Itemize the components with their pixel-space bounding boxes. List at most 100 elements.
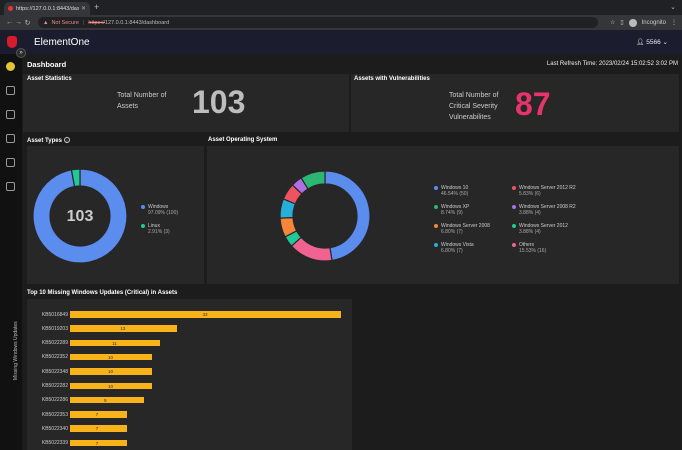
bar-category-label: KB5022289	[41, 340, 68, 347]
incognito-label[interactable]: Incognito	[641, 19, 666, 26]
bar[interactable]	[70, 311, 341, 318]
legend-label: Windows Server 2012	[519, 223, 568, 229]
legend-dot-icon	[512, 223, 516, 228]
logo-icon	[7, 36, 17, 48]
divider: |	[82, 19, 85, 26]
users-nav-icon[interactable]	[6, 158, 15, 167]
bar-category-label: KB5022286	[41, 397, 68, 404]
legend-dot-icon	[434, 223, 438, 228]
bar-value-label: 7	[95, 440, 99, 446]
bar-value-label: 33	[202, 312, 208, 317]
url-scheme: https://	[88, 19, 105, 26]
legend-label: Windows XP	[441, 204, 470, 210]
bar-category-label: KB5016849	[41, 311, 68, 318]
devices-nav-icon[interactable]	[6, 134, 15, 143]
new-tab-button[interactable]: +	[94, 2, 100, 12]
asset-types-title-text: Asset Types	[27, 138, 62, 144]
legend-label: Windows Server 2008	[441, 223, 490, 229]
page-title: Dashboard	[27, 60, 67, 69]
bar[interactable]	[70, 396, 144, 404]
asset-types-slice-windows[interactable]	[32, 168, 128, 264]
favicon-icon	[8, 6, 13, 11]
asset-types-title: Asset Types i	[27, 137, 70, 144]
legend-item[interactable]: Windows 10 46.54% (50)	[434, 185, 468, 197]
asset-statistics-title: Asset Statistics	[27, 76, 72, 82]
vulnerabilities-panel	[351, 74, 679, 132]
legend-value: 5.83% (6)	[519, 191, 541, 197]
legend-item[interactable]: Others 15.53% (16)	[512, 242, 546, 254]
tab-search-icon[interactable]: ⌄	[670, 4, 676, 11]
warning-icon: ▲	[43, 19, 49, 26]
user-menu[interactable]: 👤︎ 5566 ⌄	[636, 38, 668, 46]
legend-value: 6.80% (7)	[441, 229, 463, 235]
bar-category-label: KB5019203	[41, 325, 68, 332]
legend-item[interactable]: Linux 2.91% (3)	[141, 223, 170, 235]
sidepanel-icon[interactable]: ▯	[620, 20, 624, 26]
bar-value-label: 10	[108, 369, 114, 375]
critical-label-line1: Total Number of	[449, 92, 499, 99]
legend-dot-icon	[141, 223, 145, 228]
close-tab-icon[interactable]: ✕	[80, 6, 86, 12]
bar[interactable]	[70, 425, 128, 432]
bar[interactable]	[70, 368, 153, 375]
forward-icon[interactable]: →	[15, 19, 22, 26]
reload-icon[interactable]: ↻	[24, 19, 31, 27]
legend-value: 6.80% (7)	[441, 248, 463, 254]
legend-item[interactable]: Windows 97.09% (100)	[141, 204, 178, 216]
bar-value-label: 13	[120, 326, 126, 332]
bar-value-label: 9	[103, 397, 107, 403]
info-icon[interactable]: i	[63, 137, 70, 143]
total-assets-value: 103	[192, 84, 246, 120]
chevron-down-icon: ⌄	[660, 39, 668, 46]
dashboard-nav-icon[interactable]	[6, 62, 15, 71]
last-refresh-time: Last Refresh Time: 2023/02/24 15:02:52 3…	[546, 61, 678, 67]
critical-label-line2: Critical Severity	[449, 103, 498, 110]
legend-label: Others	[519, 242, 535, 248]
url-path: 127.0.0.1:8443/dashboard	[104, 19, 170, 26]
app-header: ElementOne 👤︎ 5566 ⌄	[0, 30, 682, 54]
legend-item[interactable]: Windows Server 2008 6.80% (7)	[434, 223, 490, 235]
expand-sidebar-button[interactable]: »	[16, 48, 26, 58]
legend-label: Linux	[148, 223, 160, 229]
user-icon: 👤︎	[636, 39, 647, 46]
tab-title: https://127.0.0.1:8443/dashbo	[16, 5, 79, 12]
bar[interactable]	[70, 411, 128, 418]
legend-value: 3.88% (4)	[519, 229, 541, 235]
total-assets-label-line1: Total Number of	[117, 92, 167, 99]
back-icon[interactable]: ←	[6, 19, 13, 26]
legend-item[interactable]: Windows XP 8.74% (9)	[434, 204, 469, 216]
assets-nav-icon[interactable]	[6, 86, 15, 95]
user-name: 5566	[646, 39, 661, 46]
legend-dot-icon	[141, 204, 145, 209]
missing-updates-ylabel: Missing Windows Updates	[13, 321, 19, 380]
bar-category-label: KB5022339	[41, 440, 68, 447]
asset-os-slice-windows-xp[interactable]	[300, 170, 326, 190]
legend-item[interactable]: Windows Vista 6.80% (7)	[434, 242, 474, 254]
legend-item[interactable]: Windows Server 2012 R2 5.83% (6)	[512, 185, 576, 197]
critical-label-line3: Vulnerabilites	[449, 114, 491, 121]
legend-item[interactable]: Windows Server 2008 R2 3.88% (4)	[512, 204, 576, 216]
legend-label: Windows Server 2008 R2	[519, 204, 576, 210]
asset-statistics-panel	[23, 74, 349, 132]
asset-types-slice-linux[interactable]	[70, 168, 81, 188]
bar-category-label: KB5022353	[41, 411, 68, 418]
asset-os-slice-windows-10[interactable]	[324, 170, 371, 262]
bar[interactable]	[70, 339, 161, 347]
browser-tab[interactable]: https://127.0.0.1:8443/dashbo ✕	[4, 2, 90, 15]
bar[interactable]	[70, 382, 153, 389]
bar-value-label: 10	[108, 354, 114, 360]
legend-value: 97.09% (100)	[148, 210, 179, 216]
bar[interactable]	[70, 439, 128, 447]
legend-dot-icon	[434, 242, 438, 247]
bar-value-label: 11	[112, 340, 117, 346]
menu-icon[interactable]: ⋮	[671, 20, 677, 26]
reports-nav-icon[interactable]	[6, 110, 15, 119]
policies-nav-icon[interactable]	[6, 182, 15, 191]
bar[interactable]	[70, 325, 177, 332]
legend-item[interactable]: Windows Server 2012 3.88% (4)	[512, 223, 568, 235]
bookmark-star-icon[interactable]: ☆	[609, 20, 616, 26]
address-bar[interactable]: ▲ Not Secure | https:// 127.0.0.1:8443/d…	[38, 17, 598, 28]
browser-toolbar: ← → ↻ ▲ Not Secure | https:// 127.0.0.1:…	[0, 15, 682, 30]
bar[interactable]	[70, 353, 153, 361]
bar-category-label: KB5022348	[41, 368, 68, 375]
